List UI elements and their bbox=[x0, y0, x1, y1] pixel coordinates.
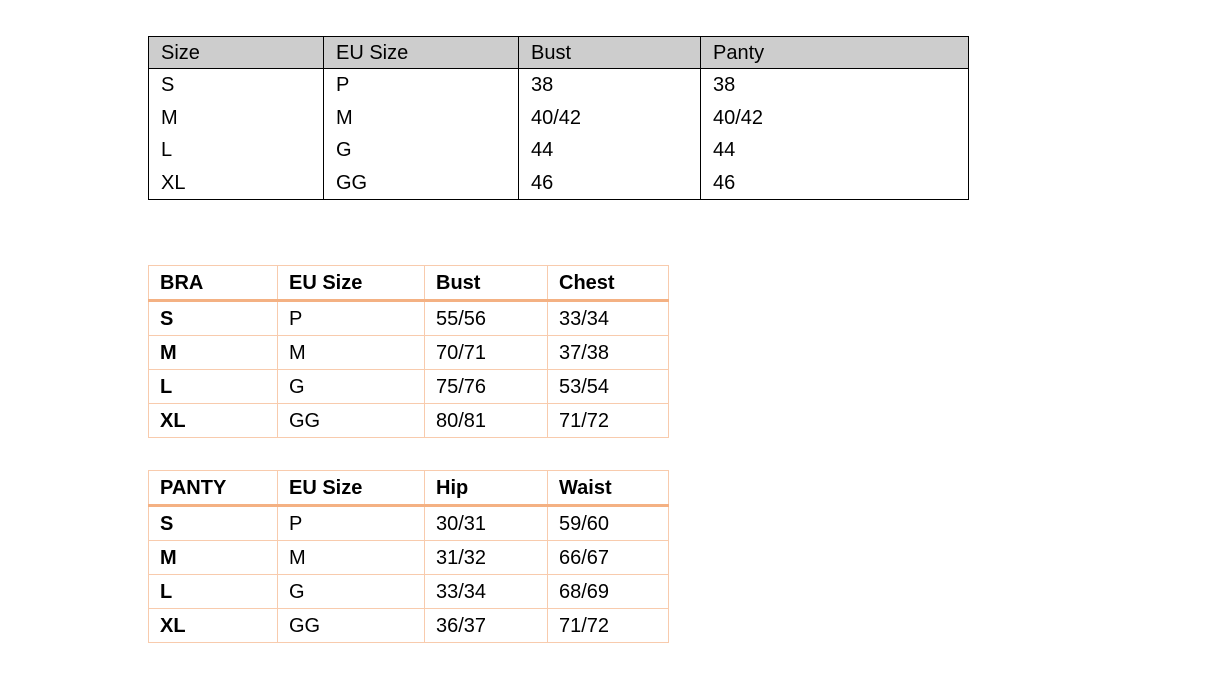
table-cell: 53/54 bbox=[547, 369, 669, 404]
table-cell: XL bbox=[148, 608, 278, 643]
table-row: S P 38 38 bbox=[148, 68, 969, 102]
column-header-chest: Chest bbox=[547, 265, 669, 302]
table-row: S P 55/56 33/34 bbox=[148, 300, 669, 336]
table-cell: GG bbox=[277, 608, 425, 643]
column-header-eu-size: EU Size bbox=[323, 36, 519, 69]
table-cell: 71/72 bbox=[547, 403, 669, 438]
column-header-bust: Bust bbox=[518, 36, 701, 69]
column-header-panty: PANTY bbox=[148, 470, 278, 507]
table-cell: M bbox=[148, 335, 278, 370]
table-cell: 66/67 bbox=[547, 540, 669, 575]
table-cell: 38 bbox=[518, 68, 701, 102]
table-cell: G bbox=[323, 134, 519, 167]
table-cell: 33/34 bbox=[547, 300, 669, 336]
table-cell: 37/38 bbox=[547, 335, 669, 370]
table-row: L G 75/76 53/54 bbox=[148, 369, 669, 404]
table-row: M M 40/42 40/42 bbox=[148, 101, 969, 134]
table-cell: 55/56 bbox=[424, 300, 548, 336]
table-cell: 46 bbox=[518, 166, 701, 200]
size-chart-header-row: Size EU Size Bust Panty bbox=[148, 36, 969, 69]
table-cell: L bbox=[148, 134, 324, 167]
table-cell: S bbox=[148, 300, 278, 336]
table-row: XL GG 46 46 bbox=[148, 166, 969, 200]
table-cell: 33/34 bbox=[424, 574, 548, 609]
table-cell: S bbox=[148, 505, 278, 541]
table-cell: M bbox=[148, 540, 278, 575]
table-cell: P bbox=[323, 68, 519, 102]
column-header-eu-size: EU Size bbox=[277, 470, 425, 507]
table-cell: P bbox=[277, 505, 425, 541]
table-cell: 68/69 bbox=[547, 574, 669, 609]
table-row: XL GG 80/81 71/72 bbox=[148, 403, 669, 438]
table-cell: 44 bbox=[518, 134, 701, 167]
table-cell: 75/76 bbox=[424, 369, 548, 404]
column-header-bust: Bust bbox=[424, 265, 548, 302]
table-row: L G 33/34 68/69 bbox=[148, 574, 669, 609]
table-cell: M bbox=[277, 335, 425, 370]
table-cell: P bbox=[277, 300, 425, 336]
size-chart-table: Size EU Size Bust Panty S P 38 38 M M 40… bbox=[148, 36, 969, 200]
column-header-hip: Hip bbox=[424, 470, 548, 507]
table-cell: G bbox=[277, 574, 425, 609]
table-cell: 36/37 bbox=[424, 608, 548, 643]
table-row: L G 44 44 bbox=[148, 134, 969, 167]
table-cell: M bbox=[323, 101, 519, 134]
table-cell: 40/42 bbox=[518, 101, 701, 134]
table-row: XL GG 36/37 71/72 bbox=[148, 608, 669, 643]
column-header-bra: BRA bbox=[148, 265, 278, 302]
table-row: M M 70/71 37/38 bbox=[148, 335, 669, 370]
table-cell: L bbox=[148, 574, 278, 609]
table-cell: GG bbox=[323, 166, 519, 200]
table-cell: 71/72 bbox=[547, 608, 669, 643]
panty-chart-header-row: PANTY EU Size Hip Waist bbox=[148, 470, 669, 507]
table-cell: 30/31 bbox=[424, 505, 548, 541]
table-row: M M 31/32 66/67 bbox=[148, 540, 669, 575]
table-cell: 80/81 bbox=[424, 403, 548, 438]
column-header-eu-size: EU Size bbox=[277, 265, 425, 302]
table-cell: S bbox=[148, 68, 324, 102]
bra-chart-table: BRA EU Size Bust Chest S P 55/56 33/34 M… bbox=[148, 265, 669, 438]
table-cell: 31/32 bbox=[424, 540, 548, 575]
table-cell: G bbox=[277, 369, 425, 404]
table-row: S P 30/31 59/60 bbox=[148, 505, 669, 541]
column-header-panty: Panty bbox=[700, 36, 969, 69]
panty-chart-table: PANTY EU Size Hip Waist S P 30/31 59/60 … bbox=[148, 470, 669, 643]
table-cell: 40/42 bbox=[700, 101, 969, 134]
table-cell: XL bbox=[148, 403, 278, 438]
table-cell: 59/60 bbox=[547, 505, 669, 541]
table-cell: L bbox=[148, 369, 278, 404]
table-cell: 70/71 bbox=[424, 335, 548, 370]
table-cell: M bbox=[277, 540, 425, 575]
table-cell: 46 bbox=[700, 166, 969, 200]
bra-chart-header-row: BRA EU Size Bust Chest bbox=[148, 265, 669, 302]
table-cell: 38 bbox=[700, 68, 969, 102]
table-cell: M bbox=[148, 101, 324, 134]
table-cell: XL bbox=[148, 166, 324, 200]
table-cell: 44 bbox=[700, 134, 969, 167]
table-cell: GG bbox=[277, 403, 425, 438]
column-header-waist: Waist bbox=[547, 470, 669, 507]
column-header-size: Size bbox=[148, 36, 324, 69]
